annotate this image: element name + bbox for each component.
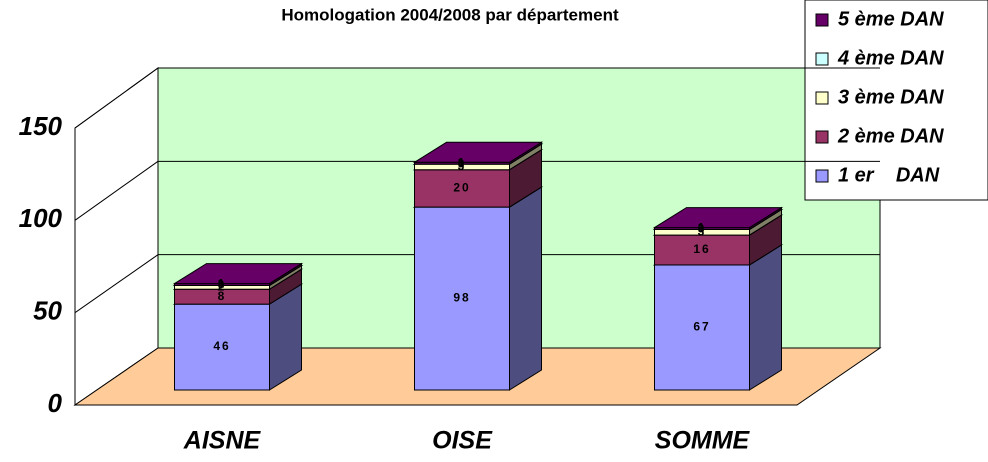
legend-swatch (815, 169, 829, 183)
legend-label: 1 er DAN (838, 164, 940, 186)
bar (414, 169, 510, 208)
data-label: 20 (453, 181, 470, 195)
data-label: 16 (693, 242, 710, 256)
legend-swatch (815, 130, 829, 144)
bar-side (509, 186, 542, 391)
x-tick-label: AISNE (183, 427, 262, 455)
y-tick-label: 50 (33, 296, 62, 326)
y-tick-label: 100 (19, 203, 63, 233)
bar-side (749, 244, 782, 391)
data-label: 8 (218, 289, 227, 303)
data-label: 98 (453, 291, 470, 305)
legend-label: 2 ème DAN (837, 125, 944, 147)
data-label: 3 (698, 224, 707, 238)
data-label: 67 (693, 320, 710, 334)
bar (174, 303, 270, 391)
data-label: 3 (458, 159, 467, 173)
y-tick-label: 150 (19, 111, 63, 141)
data-label: 2 (218, 280, 227, 294)
data-label: 0 (458, 156, 467, 170)
data-label: 0 (218, 278, 227, 292)
bar-top (652, 207, 784, 229)
data-label: 1 (218, 277, 227, 291)
legend-label: 3 ème DAN (838, 86, 944, 108)
bar-top (172, 263, 304, 285)
legend (804, 0, 988, 201)
data-label: 46 (213, 339, 230, 353)
bar-top (412, 141, 544, 163)
data-label: 1 (698, 221, 707, 235)
y-tick-label: 0 (48, 388, 63, 418)
grid-line (74, 67, 159, 129)
grid-line (74, 160, 159, 221)
legend-label: 5 ème DAN (838, 8, 944, 30)
data-label: 0 (698, 222, 707, 236)
data-label: 1 (458, 155, 467, 169)
legend-swatch (815, 52, 829, 66)
grid-line (74, 254, 159, 314)
legend-label: 4 ème DAN (837, 47, 944, 69)
bar (654, 264, 750, 391)
x-tick-label: OISE (432, 427, 493, 455)
legend-swatch (815, 91, 829, 105)
legend-swatch (815, 13, 829, 27)
x-tick-label: SOMME (655, 427, 751, 455)
chart-title: Homologation 2004/2008 par département (281, 5, 619, 24)
